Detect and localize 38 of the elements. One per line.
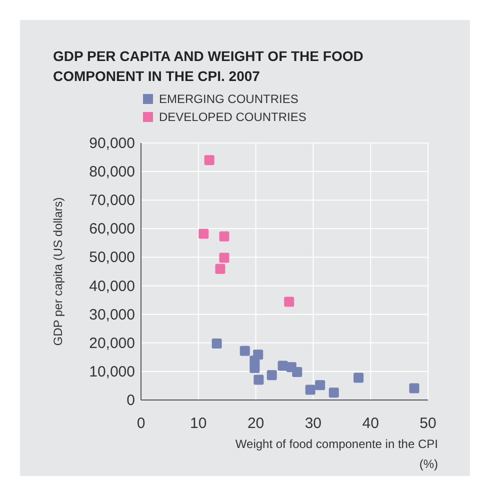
x-tick-label: 50 (420, 415, 436, 432)
x-tick-label: 30 (304, 415, 322, 432)
x-tick-label: 0 (136, 415, 146, 432)
point (409, 383, 420, 394)
point (219, 252, 230, 263)
point (266, 370, 277, 380)
y-tick-label: 60,000 (89, 220, 135, 238)
y-tick-label: 50,000 (89, 249, 135, 266)
point (328, 388, 339, 398)
y-tick-label: 0 (126, 392, 135, 409)
point (198, 228, 209, 239)
chart-title: GDP PER CAPITA AND WEIGHT OF THE FOOD COMPONENT IN THE CPI. 2007 (53, 48, 364, 84)
x-axis-title: Weight of food componente in the CPI (%) (235, 437, 438, 471)
point (212, 338, 222, 348)
x-tick-label: 40 (362, 415, 379, 432)
point (204, 155, 214, 166)
point (284, 296, 294, 307)
point (354, 372, 364, 383)
point (315, 380, 326, 390)
y-tick-label: 20,000 (89, 334, 135, 352)
point (305, 384, 316, 395)
point (215, 264, 226, 274)
y-tick-label: 90,000 (89, 135, 135, 152)
point (240, 346, 250, 356)
y-tick-label: 80,000 (89, 164, 135, 181)
y-axis-title: GDP per capita (US dollars) (51, 197, 65, 346)
point (219, 231, 230, 242)
y-tick-label: 30,000 (89, 306, 135, 324)
point (250, 363, 260, 374)
x-tick-label: 10 (190, 415, 207, 432)
y-tick-label: 10,000 (89, 363, 135, 380)
y-tick-label: 40,000 (89, 278, 135, 295)
legend-label: DEVELOPED COUNTRIES (159, 110, 306, 124)
x-tick-label: 20 (247, 415, 264, 432)
legend-label: EMERGING COUNTRIES (159, 92, 298, 106)
point (254, 374, 264, 385)
y-tick-label: 70,000 (89, 192, 135, 210)
point (292, 367, 302, 378)
